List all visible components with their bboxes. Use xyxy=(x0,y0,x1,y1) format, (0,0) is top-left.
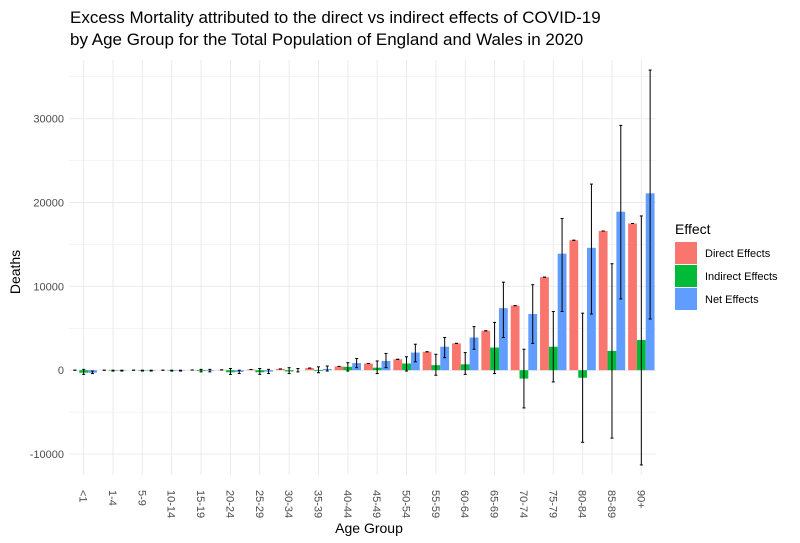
x-tick-label: 75-79 xyxy=(546,490,558,518)
x-tick-label: 30-34 xyxy=(282,490,294,518)
legend-items: Direct Effects Indirect Effects Net Effect… xyxy=(675,242,778,310)
x-tick-label: 65-69 xyxy=(488,490,500,518)
bar-direct-effects xyxy=(305,368,315,371)
bar-direct-effects xyxy=(275,368,285,371)
bar-direct-effects xyxy=(569,240,579,371)
x-tick-label: 60-64 xyxy=(458,490,470,518)
x-tick-label: 40-44 xyxy=(341,490,353,518)
x-tick-label: 50-54 xyxy=(400,490,412,518)
legend-label-net-effects: Net Effects xyxy=(705,294,759,306)
bar-net-effects xyxy=(469,337,479,371)
bar-direct-effects xyxy=(598,231,608,371)
legend-swatch-indirect-effects xyxy=(675,265,697,287)
x-tick-label: 35-39 xyxy=(311,490,323,518)
x-tick-label: 45-49 xyxy=(370,490,382,518)
bar-direct-effects xyxy=(422,351,432,371)
error-bar-layer xyxy=(73,69,652,466)
x-tick-label: 15-19 xyxy=(194,490,206,518)
x-tick-label: 90+ xyxy=(634,490,646,509)
x-tick-label: 85-89 xyxy=(605,490,617,518)
legend-label-direct-effects: Direct Effects xyxy=(705,248,771,260)
bar-net-effects xyxy=(498,308,508,371)
x-tick-label: 20-24 xyxy=(223,490,235,518)
x-tick-label: <1 xyxy=(77,490,89,503)
x-tick-label: 70-74 xyxy=(517,490,529,518)
bar-direct-effects xyxy=(334,366,344,371)
legend-label-indirect-effects: Indirect Effects xyxy=(705,271,778,283)
legend: Effect Direct Effects Indirect Effects Net… xyxy=(675,221,778,310)
x-tick-labels: <1 1-4 5-9 10-14 15-19 20-24 25-29 30-34 35-39 40… xyxy=(77,490,647,518)
y-tick-labels: -10000 0 10000 20000 30000 xyxy=(30,114,64,461)
bar-net-effects xyxy=(440,346,450,371)
legend-swatch-direct-effects xyxy=(675,242,697,264)
chart-title-line-1: Excess Mortality attributed to the direc… xyxy=(70,8,601,27)
legend-title: Effect xyxy=(675,221,711,237)
x-tick-label: 5-9 xyxy=(135,490,147,506)
bar-direct-effects xyxy=(393,359,403,371)
x-tick-label: 1-4 xyxy=(106,490,118,506)
grid-layer xyxy=(69,60,656,475)
bar-direct-effects xyxy=(540,277,549,371)
bar-direct-effects xyxy=(510,305,520,371)
x-tick-label: 55-59 xyxy=(429,490,441,518)
x-tick-label: 25-29 xyxy=(253,490,265,518)
x-tick-label: 80-84 xyxy=(576,490,588,518)
y-tick-label: -10000 xyxy=(30,449,64,461)
chart-title-line-2: by Age Group for the Total Population of… xyxy=(70,30,583,49)
y-tick-label: 10000 xyxy=(33,281,64,293)
bar-direct-effects xyxy=(363,363,373,371)
y-tick-label: 20000 xyxy=(33,198,64,210)
y-tick-label: 0 xyxy=(58,365,64,377)
legend-swatch-net-effects xyxy=(675,288,697,310)
bar-direct-effects xyxy=(452,343,461,371)
y-tick-label: 30000 xyxy=(33,114,64,126)
x-tick-label: 10-14 xyxy=(165,490,177,518)
bar-direct-effects xyxy=(481,330,491,371)
y-axis-title: Deaths xyxy=(7,250,23,294)
x-axis-title: Age Group xyxy=(335,520,403,536)
bar-direct-effects xyxy=(628,223,637,371)
